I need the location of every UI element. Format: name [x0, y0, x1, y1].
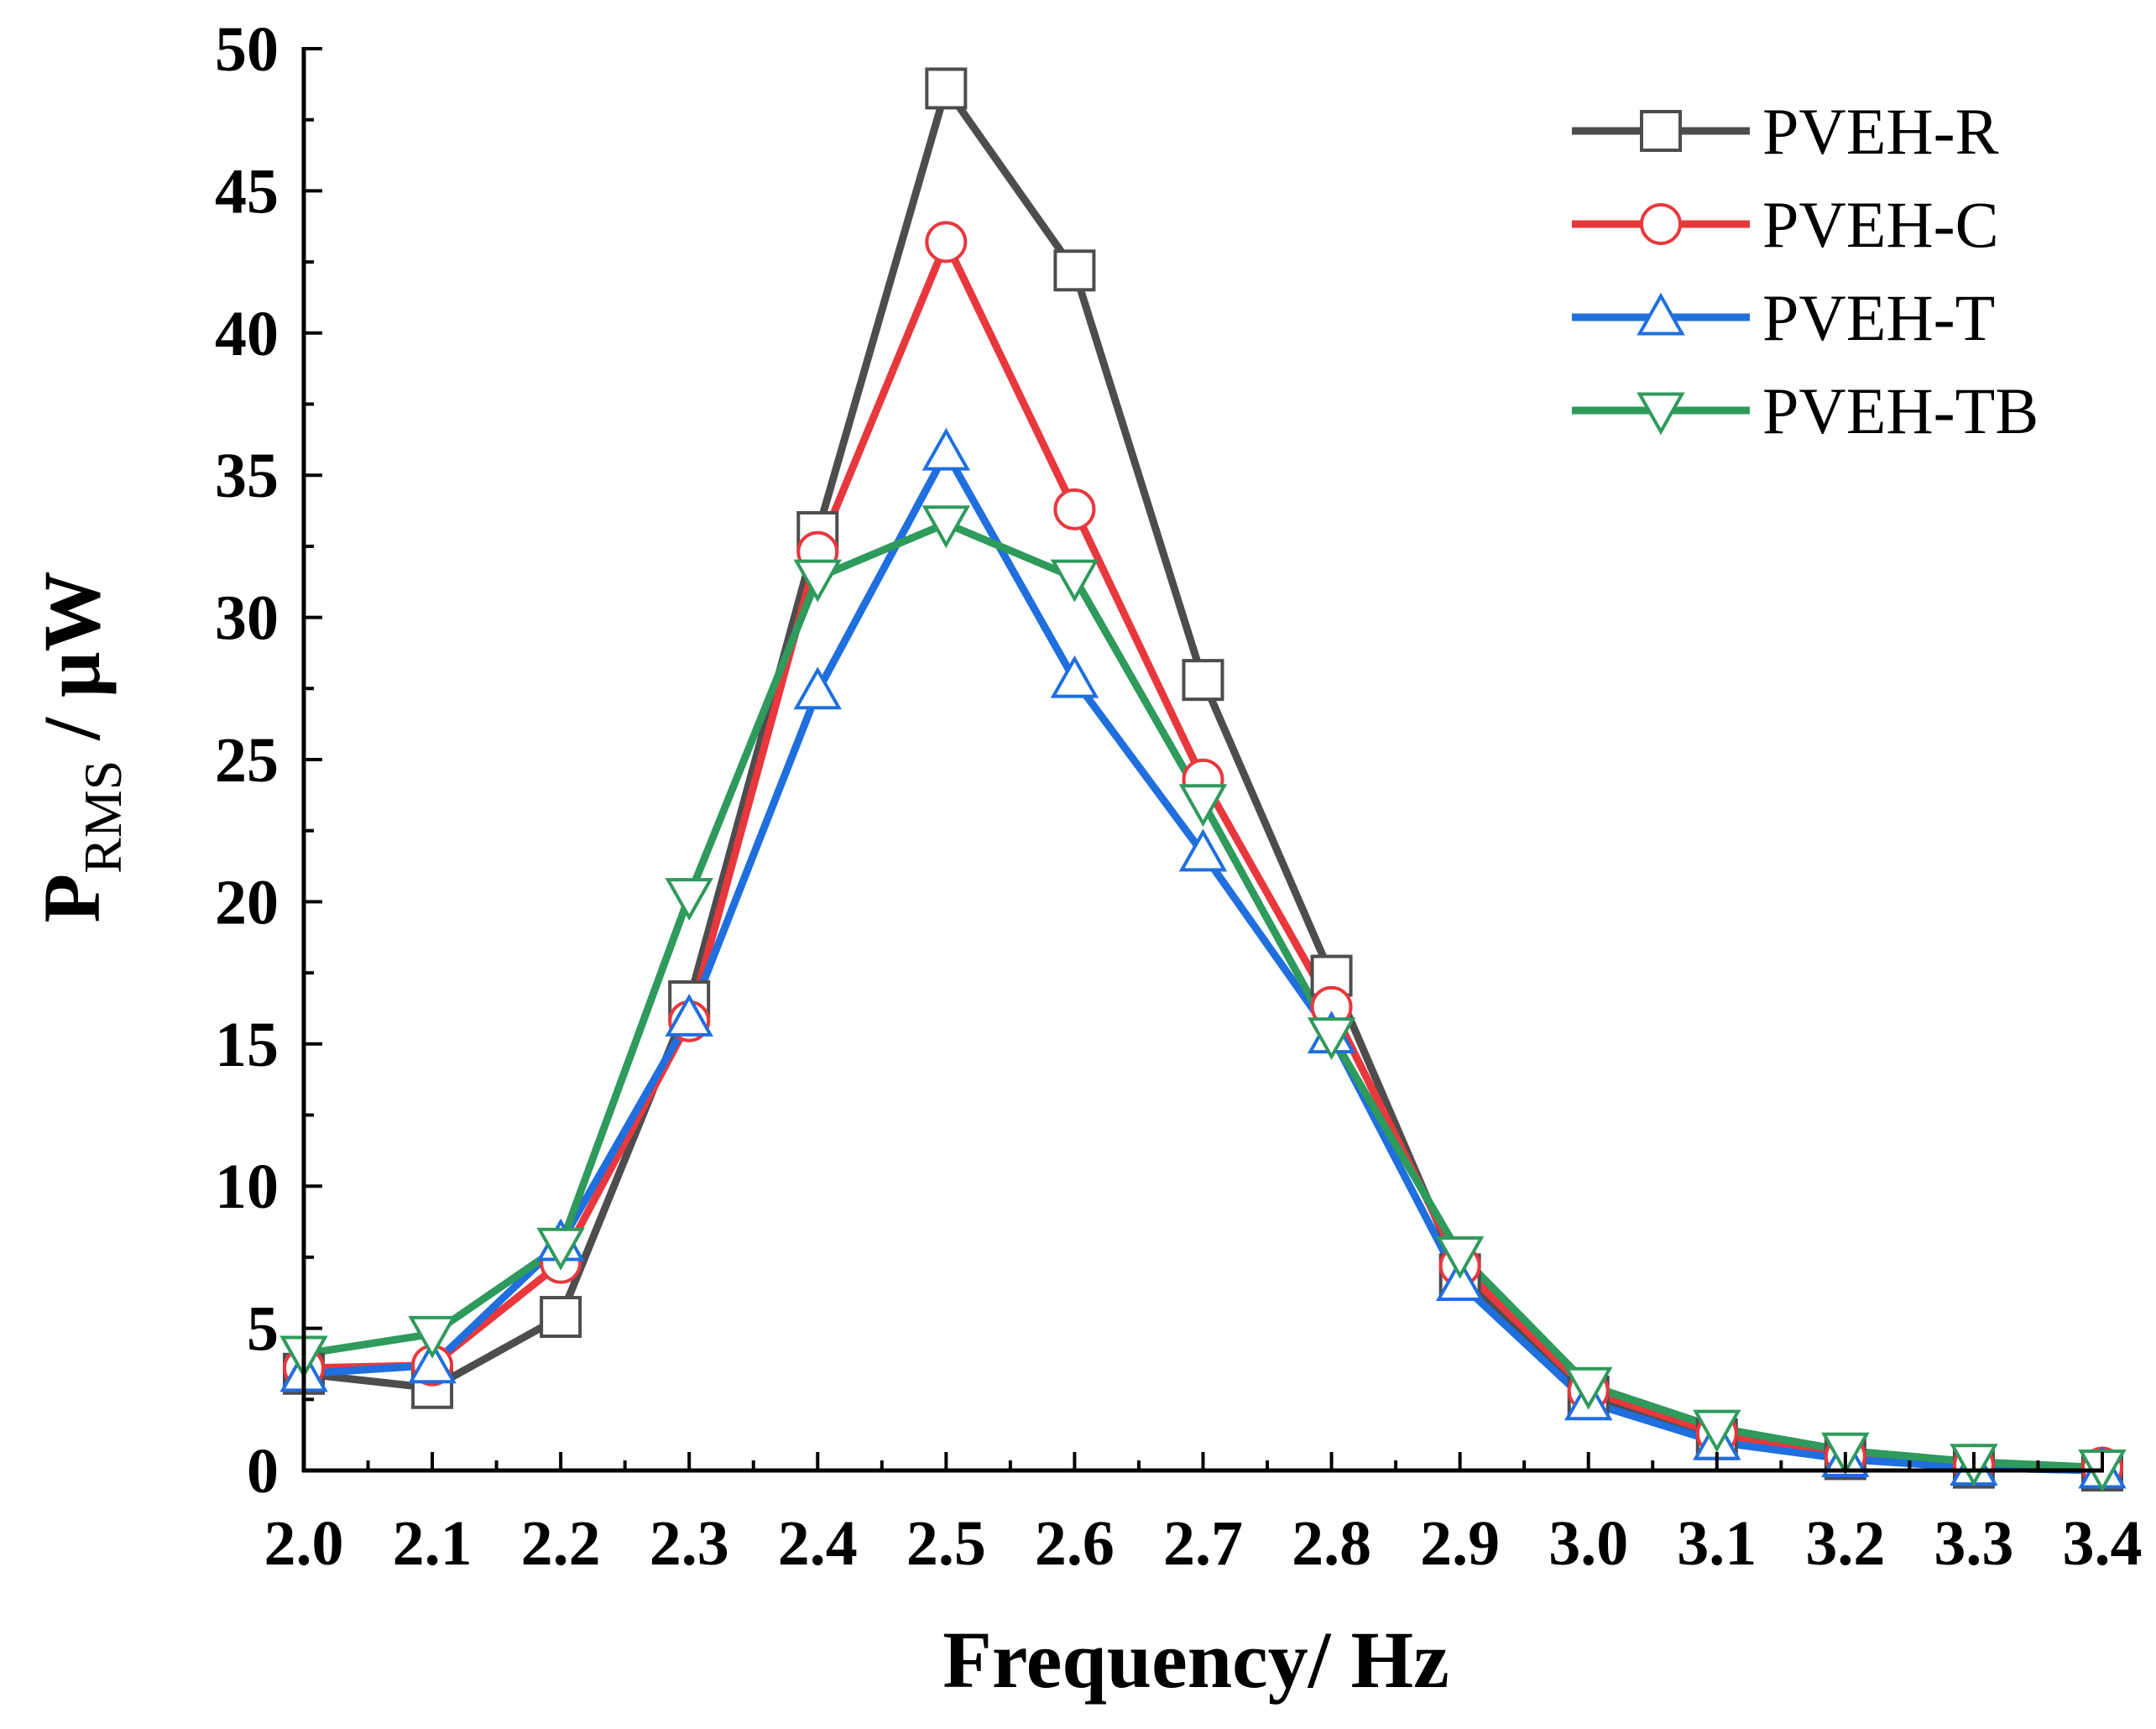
y-axis-title-subscript: RMS [73, 760, 133, 874]
y-tick-label: 15 [215, 1010, 279, 1080]
legend-label-pveh-c: PVEH-C [1762, 188, 1999, 261]
data-point-pveh-tb-1 [408, 1315, 457, 1359]
data-point-pveh-t-1 [408, 1340, 457, 1384]
x-tick-label: 2.4 [778, 1508, 858, 1579]
x-tick-label: 3.2 [1805, 1508, 1885, 1579]
x-axis-title: Frequency/ Hz [942, 1615, 1449, 1705]
data-point-pveh-r-6 [1053, 249, 1096, 292]
y-axis-title-main: P [27, 874, 117, 923]
axes: 2.0 2.1 2.2 2.3 2.4 2.5 2.6 2.7 2.8 2.9 3.0 3.1 3.2 3… [215, 14, 2143, 1579]
data-point-pveh-tb-11 [1693, 1409, 1741, 1453]
x-tick-label: 2.1 [393, 1508, 472, 1579]
legend: PVEH-R PVEH-C PVEH-T PVEH-TB [1572, 95, 2039, 447]
data-point-pveh-t-3 [665, 993, 713, 1037]
legend-marker-pveh-c [1640, 203, 1682, 245]
x-tick-label: 3.1 [1677, 1508, 1757, 1579]
data-point-pveh-tb-7 [1178, 784, 1228, 828]
y-tick-label: 50 [215, 14, 279, 85]
y-tick-label: 35 [215, 441, 279, 511]
y-tick-label: 40 [215, 299, 279, 369]
x-tick-label: 2.7 [1163, 1508, 1243, 1579]
legend-marker-pveh-t [1637, 292, 1685, 336]
x-tick-label: 3.4 [2063, 1508, 2143, 1579]
data-point-pveh-t-9 [1435, 1258, 1485, 1301]
data-point-pveh-tb-8 [1307, 1017, 1356, 1061]
data-point-pveh-c-5 [925, 221, 968, 264]
y-tick-label: 30 [215, 583, 279, 654]
x-tick-label: 2.8 [1292, 1508, 1371, 1579]
data-point-pveh-t-5 [921, 427, 971, 471]
y-tick-label: 10 [215, 1152, 279, 1222]
data-point-pveh-tb-4 [793, 559, 843, 603]
data-point-pveh-tb-5 [921, 505, 971, 549]
y-tick-label: 5 [247, 1294, 279, 1365]
legend-marker-pveh-r [1640, 110, 1682, 152]
y-tick-label: 45 [215, 156, 279, 227]
x-tick-label: 3.0 [1548, 1508, 1628, 1579]
data-point-pveh-t-7 [1178, 828, 1228, 872]
data-point-pveh-r-5 [925, 67, 968, 110]
x-tick-label: 2.5 [906, 1508, 986, 1579]
y-axis-title-suffix: / μW [27, 572, 117, 760]
legend-label-pveh-tb: PVEH-TB [1762, 374, 2039, 447]
y-tick-label: 0 [247, 1436, 279, 1507]
y-tick-label: 20 [215, 867, 279, 938]
data-point-pveh-tb-3 [665, 878, 713, 921]
legend-label-pveh-t: PVEH-T [1762, 281, 1995, 354]
data-point-pveh-r-7 [1182, 659, 1224, 702]
y-axis-title: PRMS / μW [27, 572, 133, 923]
data-point-pveh-t-6 [1050, 655, 1099, 698]
legend-marker-pveh-tb [1637, 392, 1685, 436]
data-point-pveh-t-4 [793, 666, 843, 710]
x-tick-label: 2.6 [1035, 1508, 1115, 1579]
legend-label-pveh-r: PVEH-R [1762, 95, 1999, 168]
data-point-pveh-r-2 [540, 1296, 582, 1339]
data-point-pveh-c-6 [1053, 488, 1096, 530]
x-tick-label: 2.0 [264, 1508, 344, 1579]
x-tick-label: 3.3 [1934, 1508, 2013, 1579]
data-point-pveh-tb-6 [1050, 559, 1099, 603]
x-tick-label: 2.2 [521, 1508, 601, 1579]
x-tick-label: 2.9 [1420, 1508, 1500, 1579]
x-tick-label: 2.3 [650, 1508, 729, 1579]
y-tick-label: 25 [215, 725, 279, 796]
data-point-pveh-tb-2 [536, 1227, 585, 1271]
data-point-pveh-tb-10 [1563, 1366, 1613, 1410]
data-point-pveh-tb-9 [1435, 1235, 1485, 1279]
